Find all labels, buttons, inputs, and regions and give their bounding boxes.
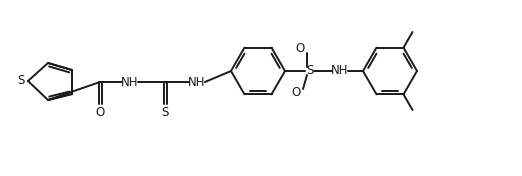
Text: NH: NH — [188, 76, 206, 89]
Text: O: O — [291, 86, 301, 99]
Text: O: O — [96, 105, 104, 118]
Text: O: O — [295, 42, 305, 55]
Text: S: S — [161, 105, 169, 118]
Text: S: S — [306, 64, 314, 77]
Text: NH: NH — [331, 64, 349, 77]
Text: S: S — [17, 74, 25, 87]
Text: NH: NH — [121, 76, 139, 89]
